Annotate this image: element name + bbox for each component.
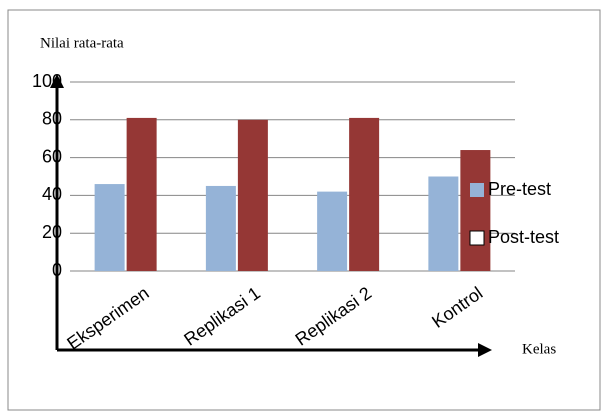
y-arrowhead: [50, 74, 64, 88]
bar: [237, 119, 268, 271]
x-arrowhead: [478, 343, 492, 357]
legend-swatch: [469, 230, 485, 246]
bar: [94, 184, 125, 271]
bar: [460, 150, 491, 271]
legend-swatch: [470, 183, 484, 197]
bar: [205, 185, 236, 271]
y-tick-label: 20: [42, 222, 62, 242]
bar: [349, 117, 380, 271]
x-axis-title: Kelas: [522, 341, 556, 357]
legend-label: Post-test: [488, 227, 559, 247]
bar: [126, 117, 157, 271]
bar: [428, 176, 459, 271]
y-axis-title: Nilai rata-rata: [40, 35, 124, 51]
legend-label: Pre-test: [488, 179, 551, 199]
y-tick-label: 60: [42, 146, 62, 166]
bar: [317, 191, 348, 271]
y-tick-label: 80: [42, 109, 62, 129]
y-tick-label: 40: [42, 184, 62, 204]
